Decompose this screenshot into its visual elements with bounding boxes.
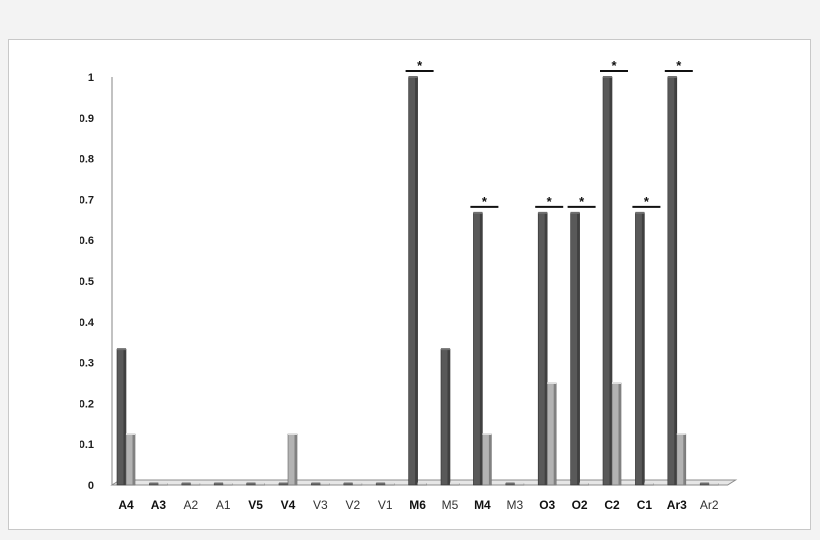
x-tick-label: V1 <box>378 498 393 512</box>
bar-side <box>415 77 418 485</box>
bar-side <box>618 383 621 485</box>
bar-top <box>644 482 654 485</box>
bar-top <box>190 482 200 485</box>
bar-top <box>311 482 321 485</box>
y-tick-label: 0.4 <box>80 317 95 329</box>
y-tick-label: 0 <box>88 480 94 492</box>
bar-top <box>126 433 135 435</box>
significance-marker: * <box>611 58 617 73</box>
bar-top <box>246 482 256 485</box>
bar-side <box>641 212 645 485</box>
significance-marker: * <box>417 58 423 73</box>
significance-marker: * <box>547 194 553 209</box>
bar-top <box>547 382 557 384</box>
y-tick-label: 1 <box>88 72 94 84</box>
y-tick-label: 0.7 <box>80 194 94 206</box>
significance-marker: * <box>579 194 585 209</box>
bar-chart: 0 0.1 0.2 0.3 0.4 0.5 0.6 0.7 0.8 0.9 1 A4 A3 A2 A1 V5 V… <box>80 58 738 512</box>
bar-top <box>288 433 297 435</box>
bar-top <box>320 482 330 485</box>
bar-side <box>488 434 492 485</box>
bar-top <box>408 76 418 78</box>
x-tick-label: M3 <box>506 498 523 512</box>
bar-side <box>132 434 135 485</box>
bar-side <box>544 212 548 485</box>
bar-side <box>479 212 483 485</box>
bar-top <box>255 482 265 485</box>
bar-top <box>700 482 710 485</box>
bar-side <box>577 212 580 485</box>
bar-side <box>674 77 677 485</box>
bar-side <box>123 349 126 485</box>
bar-top <box>676 433 686 435</box>
x-tick-label: V3 <box>313 498 328 512</box>
y-tick-label: 0.9 <box>80 113 94 125</box>
bar-top <box>603 76 612 78</box>
bar-top <box>482 433 492 435</box>
bar-top <box>473 211 483 214</box>
bar-side <box>447 349 450 485</box>
significance-marker: * <box>482 194 488 209</box>
bar-top <box>570 211 580 214</box>
x-tick-label: C1 <box>637 498 653 512</box>
significance-marker: * <box>676 58 682 73</box>
bar-side <box>609 77 612 485</box>
bar-top <box>417 482 427 485</box>
bar-top <box>279 482 288 485</box>
x-tick-label: O3 <box>539 498 555 512</box>
y-tick-label: 0.2 <box>80 398 94 410</box>
bar-top <box>538 211 548 214</box>
bar-top <box>376 482 386 485</box>
x-tick-label: M6 <box>409 498 426 512</box>
bar-top <box>181 482 191 485</box>
bar-side <box>294 434 297 485</box>
y-tick-label: 0.8 <box>80 154 94 166</box>
bar-top <box>223 482 233 485</box>
y-tick-label: 0.1 <box>80 439 94 451</box>
bar-top <box>441 348 450 351</box>
significance-marker: * <box>644 194 650 209</box>
x-tick-label: A1 <box>216 498 231 512</box>
bar-top <box>579 482 589 485</box>
bar-top <box>385 482 395 485</box>
bar-top <box>514 482 524 485</box>
x-tick-label: Ar3 <box>667 498 687 512</box>
x-tick-label: Ar2 <box>700 498 719 512</box>
y-tick-label: 0.3 <box>80 358 94 370</box>
x-tick-label: V4 <box>281 498 296 512</box>
x-tick-label: M4 <box>474 498 491 512</box>
bar-top <box>117 348 126 351</box>
chart-area: 0 0.1 0.2 0.3 0.4 0.5 0.6 0.7 0.8 0.9 1 A4 A3 A2 A1 V5 V… <box>80 52 746 512</box>
bar-top <box>667 76 677 78</box>
bar-top <box>352 482 362 485</box>
bar-top <box>343 482 353 485</box>
bar-top <box>149 482 159 485</box>
bar-side <box>683 434 686 485</box>
bar-top <box>612 382 621 384</box>
bar-top <box>635 211 645 214</box>
bar-top <box>158 482 168 485</box>
x-tick-label: A3 <box>151 498 167 512</box>
bar-top <box>709 482 719 485</box>
bar-top <box>505 482 515 485</box>
x-tick-label: V2 <box>345 498 360 512</box>
bar-top <box>214 482 224 485</box>
x-tick-label: A2 <box>183 498 198 512</box>
x-tick-label: V5 <box>248 498 263 512</box>
x-tick-label: A4 <box>118 498 134 512</box>
x-tick-label: M5 <box>442 498 459 512</box>
x-tick-label: O2 <box>572 498 588 512</box>
y-tick-label: 0.5 <box>80 276 94 288</box>
y-tick-label: 0.6 <box>80 235 94 247</box>
bar-side <box>553 383 557 485</box>
x-tick-label: C2 <box>604 498 620 512</box>
bar-top <box>450 482 459 485</box>
